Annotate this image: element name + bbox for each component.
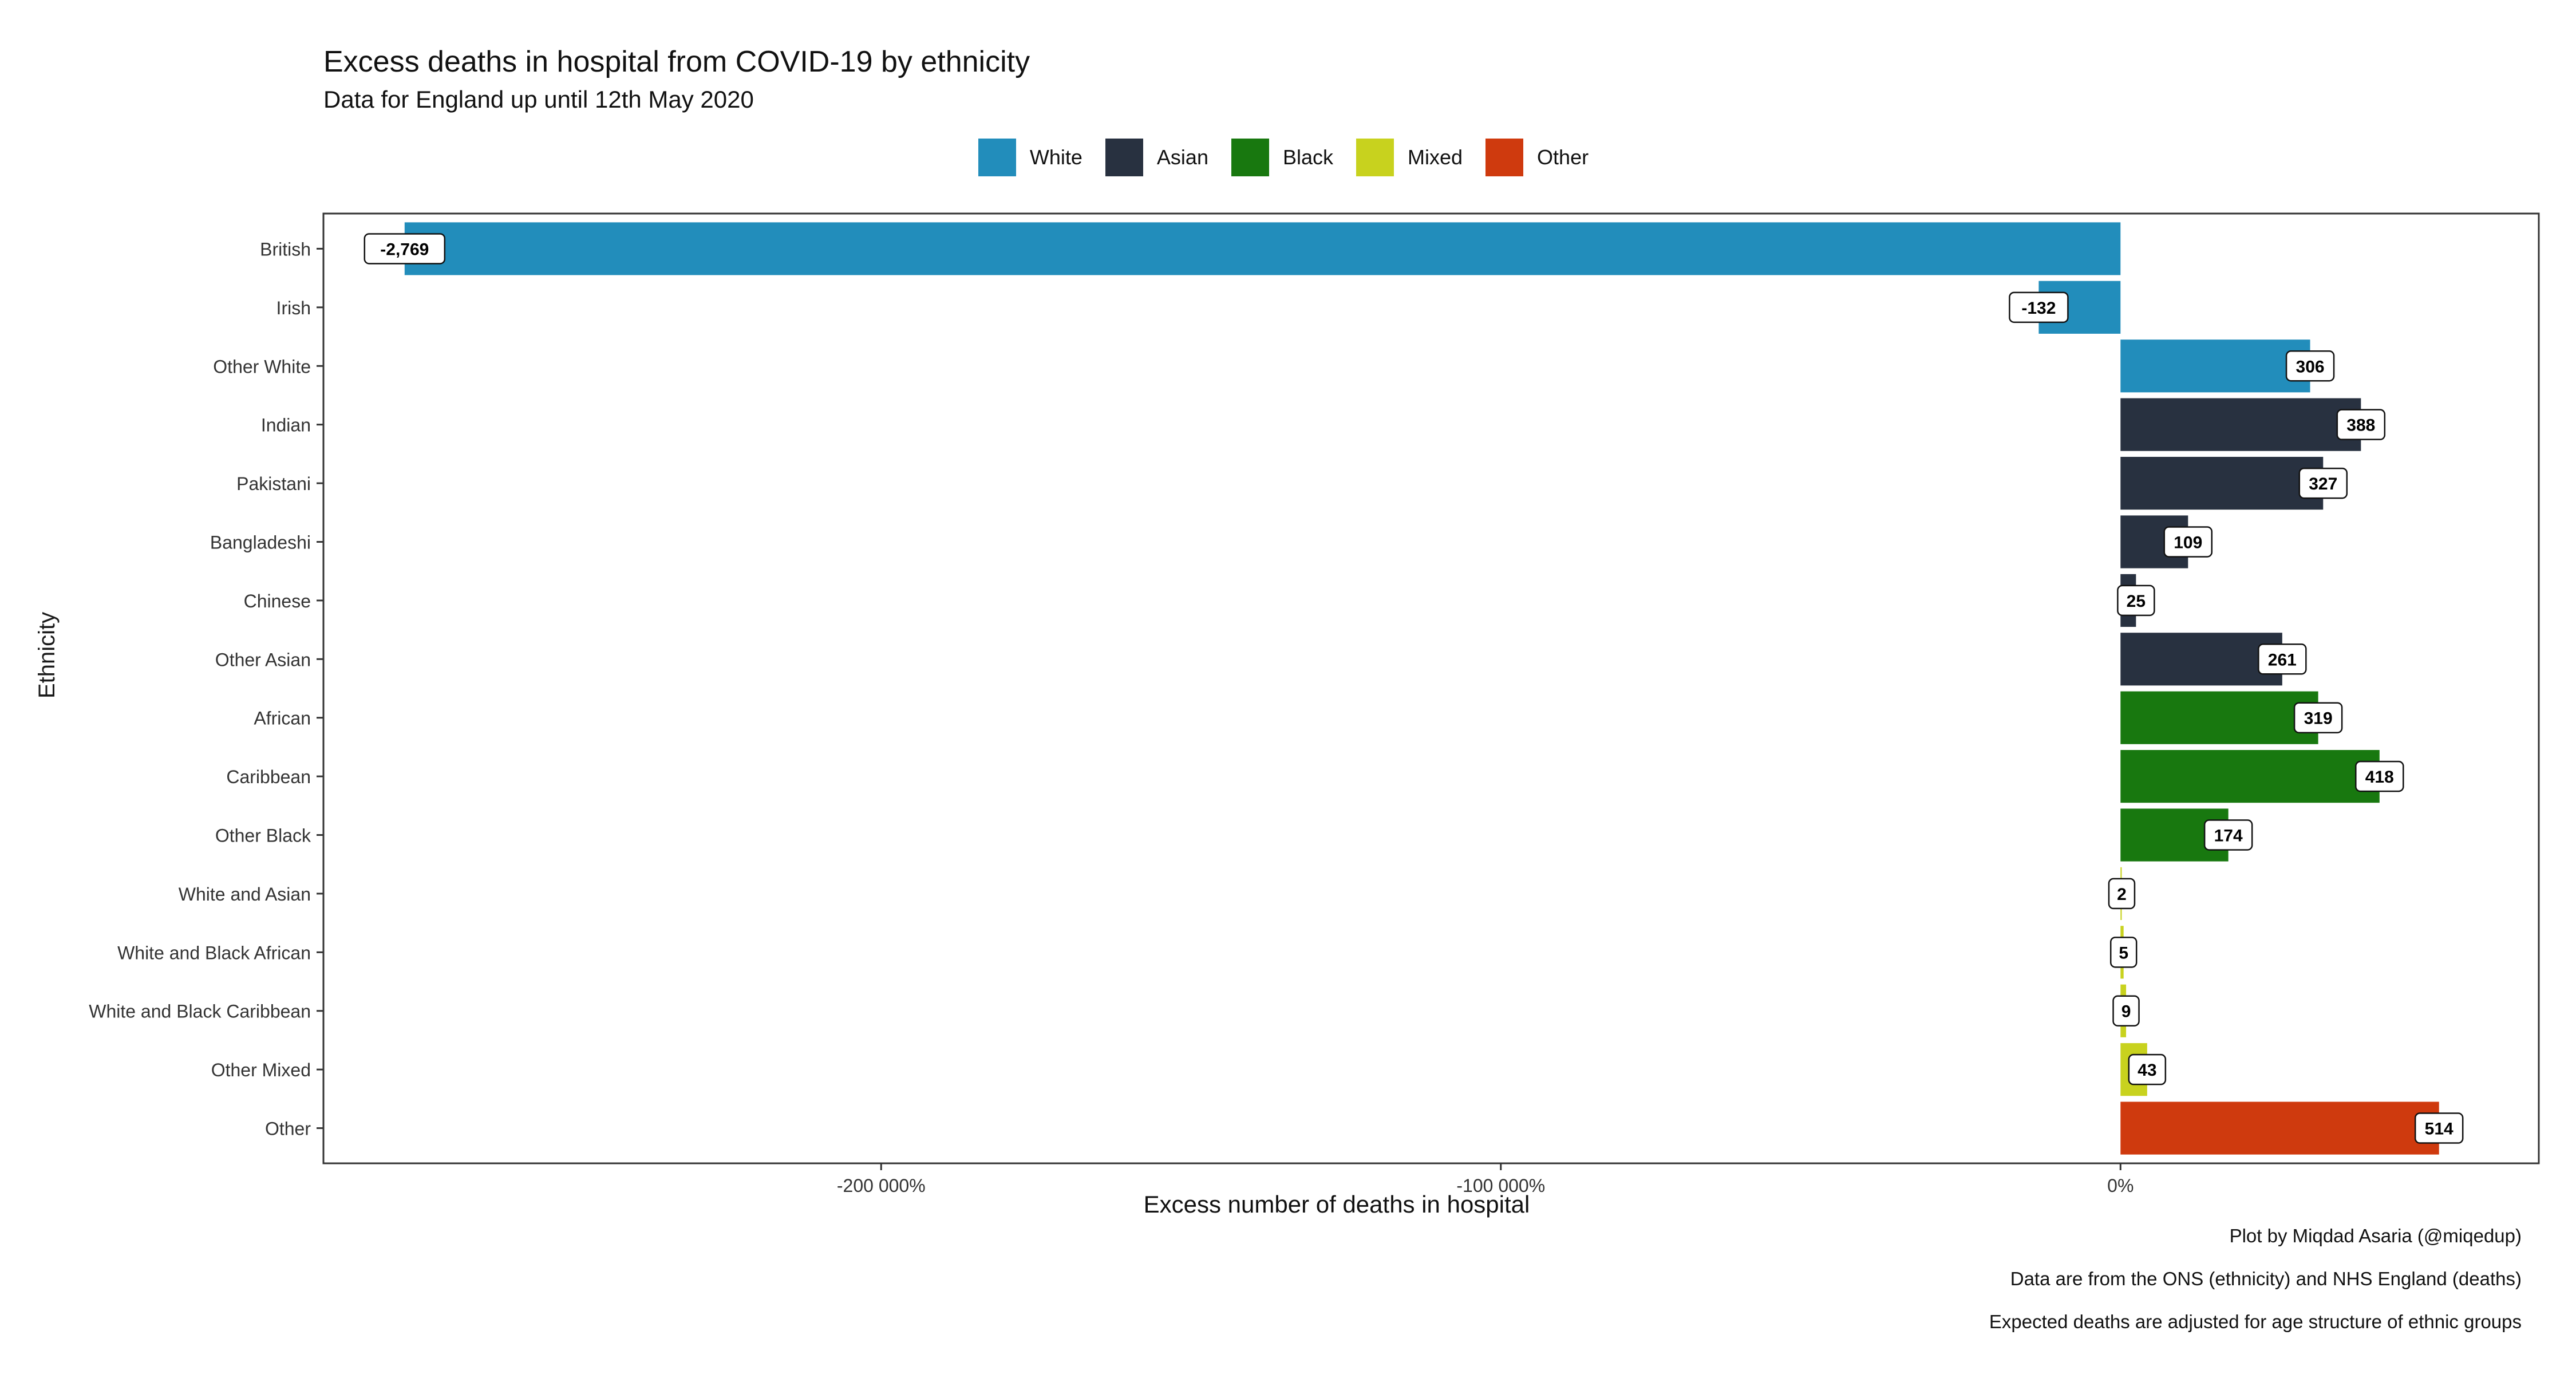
bar-4 bbox=[2120, 456, 2324, 510]
data-label-14: 43 bbox=[2138, 1061, 2156, 1080]
x-tick-label-0: -200 000% bbox=[837, 1175, 926, 1196]
y-tick-label-13: White and Black Caribbean bbox=[89, 1001, 311, 1022]
legend-item-black: Black bbox=[1231, 139, 1333, 176]
y-tick-label-8: African bbox=[254, 708, 311, 729]
y-tick-label-5: Bangladeshi bbox=[210, 532, 311, 552]
data-label-box-1 bbox=[2009, 291, 2069, 323]
legend-label-mixed: Mixed bbox=[1408, 145, 1463, 169]
y-tick-label-2: Other White bbox=[213, 356, 311, 377]
y-tick-label-9: Caribbean bbox=[226, 767, 311, 787]
data-label-4: 327 bbox=[2309, 475, 2337, 493]
bar-7 bbox=[2120, 633, 2282, 686]
data-label-9: 418 bbox=[2365, 768, 2394, 787]
legend-key-asian bbox=[1105, 139, 1143, 176]
data-label-7: 261 bbox=[2268, 650, 2297, 669]
legend-key-other bbox=[1485, 139, 1524, 176]
legend-key-black bbox=[1231, 139, 1269, 176]
legend-item-mixed: Mixed bbox=[1356, 139, 1463, 176]
data-label-box-6 bbox=[2117, 585, 2155, 617]
y-tick-label-10: Other Black bbox=[215, 826, 311, 846]
y-tick-label-14: Other Mixed bbox=[211, 1060, 311, 1080]
y-tick-label-11: White and Asian bbox=[179, 884, 311, 905]
legend-item-other: Other bbox=[1485, 139, 1589, 176]
chart-subtitle: Data for England up until 12th May 2020 bbox=[323, 86, 754, 113]
y-tick-label-1: Irish bbox=[276, 298, 311, 318]
data-label-box-2 bbox=[2285, 350, 2335, 382]
legend-label-other: Other bbox=[1537, 145, 1589, 169]
legend-key-white bbox=[978, 139, 1016, 176]
data-label-15: 514 bbox=[2425, 1120, 2453, 1139]
legend-label-black: Black bbox=[1282, 145, 1334, 169]
y-tick-label-3: Indian bbox=[261, 415, 311, 436]
legend-label-asian: Asian bbox=[1156, 145, 1208, 169]
bar-3 bbox=[2120, 398, 2361, 451]
caption-credit: Plot by Miqdad Asaria (@miqedup) bbox=[2229, 1225, 2522, 1246]
legend-item-asian: Asian bbox=[1105, 139, 1208, 176]
y-tick-label-15: Other bbox=[265, 1119, 311, 1139]
data-label-box-3 bbox=[2336, 409, 2386, 440]
bar-9 bbox=[2120, 750, 2380, 803]
data-label-box-5 bbox=[2163, 526, 2213, 558]
y-tick-label-12: White and Black African bbox=[117, 942, 311, 963]
caption-source: Data are from the ONS (ethnicity) and NH… bbox=[2010, 1268, 2522, 1289]
x-axis-label: Excess number of deaths in hospital bbox=[1143, 1191, 1530, 1218]
data-label-2: 306 bbox=[2296, 357, 2325, 376]
chart-title: Excess deaths in hospital from COVID-19 … bbox=[323, 45, 1030, 78]
data-label-box-0 bbox=[364, 233, 446, 264]
legend-item-white: White bbox=[978, 139, 1082, 176]
data-label-11: 2 bbox=[2117, 885, 2127, 904]
data-label-box-15 bbox=[2414, 1112, 2464, 1144]
data-label-0: -2,769 bbox=[380, 240, 429, 259]
data-label-box-9 bbox=[2355, 760, 2404, 792]
data-label-box-10 bbox=[2203, 819, 2253, 851]
data-label-12: 5 bbox=[2119, 943, 2128, 962]
data-label-10: 174 bbox=[2214, 827, 2243, 846]
data-label-5: 109 bbox=[2174, 533, 2202, 552]
data-label-1: -132 bbox=[2021, 299, 2056, 318]
bar-2 bbox=[2120, 339, 2310, 393]
data-label-box-7 bbox=[2258, 643, 2307, 675]
data-label-3: 388 bbox=[2346, 416, 2375, 435]
data-label-box-11 bbox=[2108, 878, 2136, 910]
x-tick-label-2: 0% bbox=[2107, 1175, 2134, 1196]
data-label-6: 25 bbox=[2127, 592, 2146, 611]
legend: White Asian Black Mixed Other bbox=[0, 137, 2576, 177]
data-label-13: 9 bbox=[2121, 1002, 2131, 1021]
y-tick-label-0: British bbox=[260, 239, 311, 259]
data-label-box-13 bbox=[2112, 995, 2140, 1026]
bar-8 bbox=[2120, 691, 2318, 744]
y-tick-label-7: Other Asian bbox=[215, 649, 311, 670]
data-label-box-8 bbox=[2293, 702, 2343, 733]
y-tick-label-4: Pakistani bbox=[236, 473, 311, 494]
data-label-8: 319 bbox=[2304, 709, 2333, 728]
caption-note: Expected deaths are adjusted for age str… bbox=[1989, 1311, 2522, 1332]
legend-key-mixed bbox=[1356, 139, 1394, 176]
data-label-box-12 bbox=[2109, 937, 2138, 968]
data-label-box-14 bbox=[2128, 1053, 2167, 1085]
plot-panel-border bbox=[322, 212, 2540, 1164]
data-label-box-4 bbox=[2298, 467, 2348, 499]
y-tick-label-6: Chinese bbox=[244, 591, 311, 611]
x-tick-label-1: -100 000% bbox=[1456, 1175, 1545, 1196]
legend-label-white: White bbox=[1029, 145, 1082, 169]
bar-15 bbox=[2120, 1101, 2439, 1155]
y-axis-label: Ethnicity bbox=[34, 611, 60, 698]
bar-0 bbox=[404, 222, 2121, 275]
